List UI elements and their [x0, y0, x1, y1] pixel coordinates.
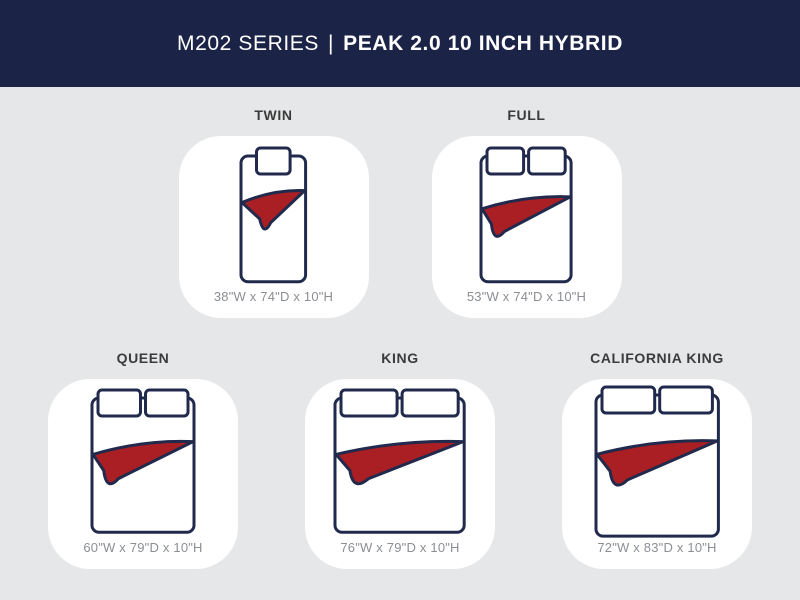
pillow-icon — [400, 388, 461, 418]
blanket-shape — [91, 440, 195, 486]
pillow-icon — [657, 385, 714, 415]
dimensions-text: 76"W x 79"D x 10"H — [340, 540, 460, 555]
size-card: 60"W x 79"D x 10"H — [48, 379, 238, 569]
bed-illustration — [331, 379, 468, 540]
size-card: 38"W x 74"D x 10"H — [178, 136, 369, 318]
size-card: 53"W x 74"D x 10"H — [431, 136, 622, 318]
size-card: 76"W x 79"D x 10"H — [305, 379, 495, 569]
pillow-icon — [600, 385, 656, 415]
size-card: 72"W x 83"D x 10"H — [562, 379, 752, 569]
pillow-icon — [255, 146, 292, 176]
bed-illustration — [88, 379, 198, 540]
pillow-icon — [485, 146, 526, 176]
title-divider: | — [328, 31, 335, 55]
infographic-root: M202 SERIES | PEAK 2.0 10 INCH HYBRID TWIN… — [0, 0, 800, 569]
size-column-full: FULL 53"W x 74"D x 10"H — [431, 107, 622, 318]
blanket-shape — [334, 440, 466, 486]
dimensions-text: 60"W x 79"D x 10"H — [83, 540, 203, 555]
dimensions-text: 72"W x 83"D x 10"H — [597, 540, 717, 555]
pillow-icon — [143, 388, 190, 418]
size-label: TWIN — [254, 107, 293, 123]
bed-illustration — [592, 379, 722, 540]
blanket-shape — [240, 188, 307, 231]
size-chart: TWIN 38"W x 74"D x 10"H FULL 53"W x 74"D… — [0, 107, 800, 569]
size-row-bottom: QUEEN 60"W x 79"D x 10"H KING 76"W x 79"… — [0, 350, 800, 569]
bed-icon — [239, 146, 308, 283]
size-column-california-king: CALIFORNIA KING 72"W x 83"D x 10"H — [562, 350, 752, 569]
dimensions-text: 53"W x 74"D x 10"H — [466, 289, 587, 304]
product-name: PEAK 2.0 10 INCH HYBRID — [343, 31, 623, 55]
pillow-icon — [96, 388, 143, 418]
bed-illustration — [237, 136, 310, 289]
blanket-shape — [480, 194, 573, 238]
size-label: QUEEN — [116, 350, 170, 366]
pillow-icon — [339, 388, 400, 418]
size-column-queen: QUEEN 60"W x 79"D x 10"H — [48, 350, 238, 569]
bed-icon — [333, 388, 467, 535]
pillow-icon — [527, 146, 568, 176]
size-label: FULL — [507, 107, 546, 123]
bed-icon — [90, 388, 196, 535]
size-column-twin: TWIN 38"W x 74"D x 10"H — [178, 107, 369, 318]
bed-icon — [479, 146, 574, 283]
size-label: CALIFORNIA KING — [590, 350, 724, 366]
size-column-king: KING 76"W x 79"D x 10"H — [305, 350, 495, 569]
size-row-top: TWIN 38"W x 74"D x 10"H FULL 53"W x 74"D… — [0, 107, 800, 318]
bed-icon — [594, 385, 720, 538]
header-bar: M202 SERIES | PEAK 2.0 10 INCH HYBRID — [0, 0, 800, 87]
blanket-shape — [595, 439, 719, 487]
size-label: KING — [381, 350, 419, 366]
dimensions-text: 38"W x 74"D x 10"H — [213, 289, 334, 304]
series-name: M202 SERIES — [177, 31, 320, 55]
bed-illustration — [477, 136, 575, 289]
